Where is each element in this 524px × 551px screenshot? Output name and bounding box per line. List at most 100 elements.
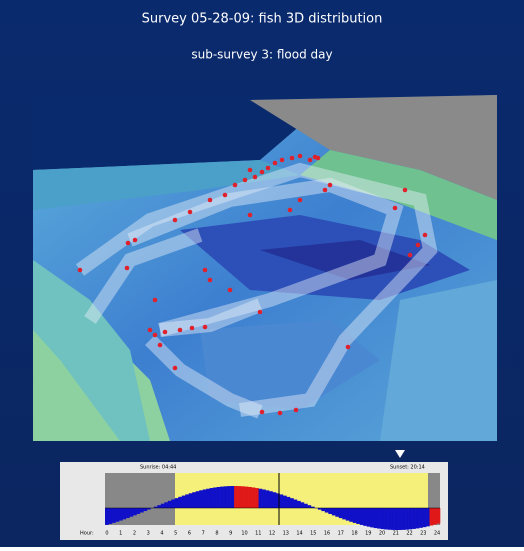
- tide-bar: [405, 508, 409, 530]
- tide-bar: [402, 508, 406, 530]
- tide-bar: [203, 489, 207, 508]
- tide-bar: [363, 508, 367, 526]
- tide-bar: [266, 490, 270, 508]
- tide-bar: [342, 508, 346, 519]
- fish-detection: [298, 198, 303, 203]
- fish-detection: [243, 178, 248, 183]
- fish-detection: [248, 213, 253, 218]
- title: Survey 05-28-09: fish 3D distribution: [142, 12, 383, 27]
- tide-bar: [286, 497, 290, 508]
- tide-bar: [307, 505, 311, 508]
- tide-bar: [189, 493, 193, 508]
- hour-tick-label: 16: [324, 531, 330, 537]
- tide-bar: [171, 499, 175, 508]
- tide-bar: [259, 489, 263, 508]
- tide-bar: [367, 508, 371, 527]
- tide-bar: [182, 496, 186, 508]
- hour-tick-label: 8: [215, 531, 218, 537]
- hour-tick-label: 11: [255, 531, 261, 537]
- tide-bar: [349, 508, 353, 522]
- tide-bar: [185, 494, 189, 508]
- fish-detection: [298, 154, 303, 159]
- fish-detection: [178, 328, 183, 333]
- tide-bar: [105, 508, 109, 525]
- tide-bar: [332, 508, 336, 515]
- fish-detection: [260, 410, 265, 415]
- hour-tick-label: 2: [133, 531, 136, 537]
- tide-bar: [129, 508, 133, 517]
- fish-detection: [173, 218, 178, 223]
- fish-detection: [228, 288, 233, 293]
- fish-detection: [188, 210, 193, 215]
- hour-tick-label: 6: [188, 531, 191, 537]
- tide-bar: [238, 486, 242, 508]
- tide-bar: [255, 488, 259, 508]
- tide-bar: [388, 508, 392, 530]
- tide-bar: [108, 508, 112, 524]
- fish-detection: [416, 243, 421, 248]
- tide-bar: [248, 487, 252, 508]
- fish-detection: [203, 325, 208, 330]
- fish-detection: [126, 241, 131, 246]
- fish-detection: [248, 168, 253, 173]
- tide-bar: [210, 488, 214, 508]
- tide-bar: [437, 508, 441, 524]
- fish-detection: [208, 278, 213, 283]
- hour-tick-label: 5: [174, 531, 177, 537]
- tide-bar: [346, 508, 350, 521]
- tide-bar: [356, 508, 360, 524]
- tide-bar: [409, 508, 413, 529]
- fish-detection: [273, 161, 278, 166]
- tide-bar: [133, 508, 137, 515]
- tide-bar: [126, 508, 130, 518]
- tide-bar: [241, 486, 245, 508]
- fish-detection: [148, 328, 153, 333]
- hour-tick-label: 20: [379, 531, 385, 537]
- fish-detection: [423, 233, 428, 238]
- hour-tick-label: 12: [269, 531, 275, 537]
- tide-bar: [426, 508, 430, 526]
- tide-bar: [175, 498, 179, 508]
- tide-bar: [321, 508, 325, 511]
- tide-bar: [161, 504, 165, 508]
- tide-bar: [384, 508, 388, 529]
- tide-bar: [360, 508, 364, 525]
- fish-detection: [328, 183, 333, 188]
- tide-bar: [157, 505, 161, 508]
- tide-bar: [119, 508, 123, 521]
- hour-tick-label: 22: [406, 531, 412, 537]
- fish-detection: [223, 193, 228, 198]
- tide-bar: [140, 508, 144, 512]
- tide-bar: [381, 508, 385, 529]
- 3d-scene: [33, 95, 497, 441]
- fish-detection: [408, 253, 413, 258]
- tide-bar: [224, 486, 228, 508]
- tide-bar: [339, 508, 343, 518]
- fish-detection: [266, 166, 271, 171]
- tide-bar: [227, 486, 231, 508]
- fish-detection: [208, 198, 213, 203]
- tide-bar: [112, 508, 116, 523]
- hour-tick-label: 7: [202, 531, 205, 537]
- hour-tick-label: 15: [310, 531, 316, 537]
- tide-bar: [300, 502, 304, 508]
- hour-label: Hour:: [80, 531, 94, 537]
- tide-bar: [220, 487, 224, 508]
- fish-detection: [253, 175, 258, 180]
- tide-bar: [391, 508, 395, 530]
- tide-bar: [168, 501, 172, 508]
- tide-bar: [143, 508, 147, 511]
- tide-bar: [115, 508, 119, 522]
- fish-detection: [288, 208, 293, 213]
- fish-detection: [173, 366, 178, 371]
- fish-detection: [308, 158, 313, 163]
- fish-detection: [290, 156, 295, 161]
- tide-bar: [430, 508, 434, 526]
- fish-detection: [278, 411, 283, 416]
- hour-tick-label: 9: [229, 531, 232, 537]
- tide-bar: [273, 492, 277, 508]
- fish-detection: [233, 183, 238, 188]
- tide-bar: [290, 498, 294, 508]
- tide-bar: [196, 491, 200, 508]
- fish-detection: [190, 326, 195, 331]
